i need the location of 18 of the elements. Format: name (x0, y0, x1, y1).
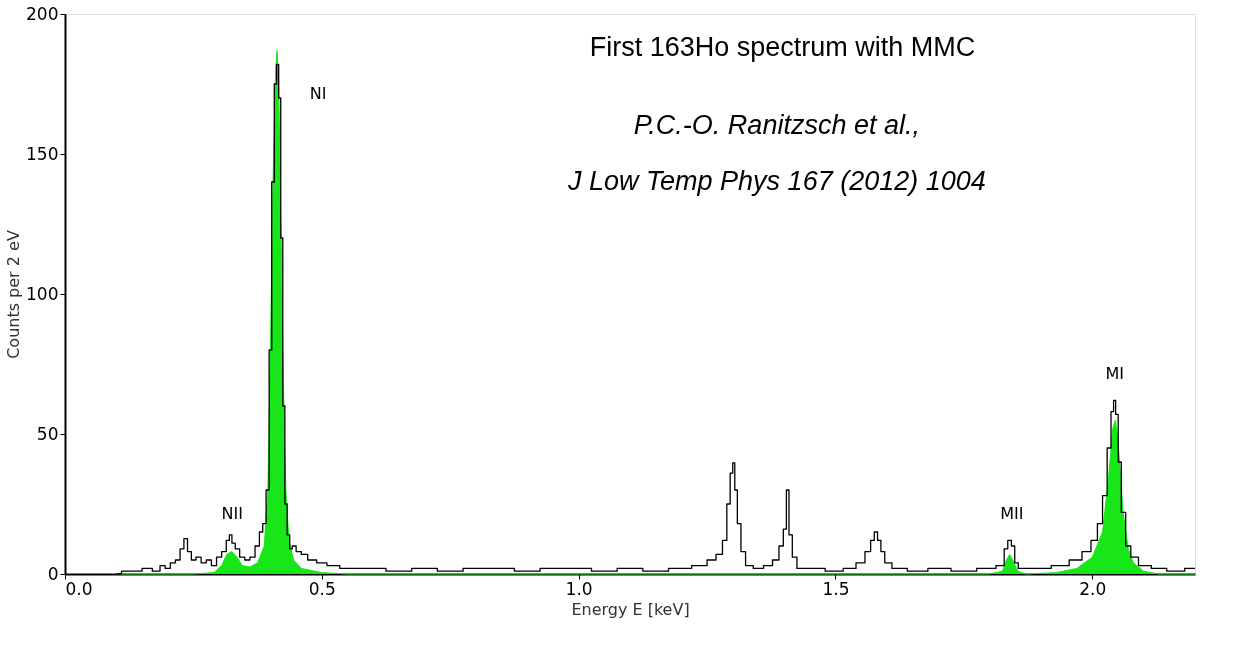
annotation: NII (221, 503, 243, 523)
x-tick-label: 1.5 (822, 578, 850, 599)
annotation: P.C.-O. Ranitzsch et al., J Low Temp Phys 167 (2012) 1004 (567, 110, 986, 196)
x-tick-label: 1.0 (565, 578, 593, 599)
annotation: NI (309, 84, 327, 104)
y-tick-label: 100 (26, 283, 59, 304)
y-tick-label: 200 (26, 3, 59, 24)
annotation: MI (1105, 363, 1125, 383)
y-tick-label: 50 (36, 423, 59, 444)
text: First 163Ho spectrum with MMC (589, 31, 976, 62)
y-tick-label: 0 (47, 563, 59, 584)
x-tick-label: 0.5 (308, 578, 336, 599)
y-axis-title: Counts per 2 eV (4, 230, 24, 359)
y-tick-label: 150 (26, 143, 59, 164)
annotation: MII (1000, 503, 1024, 523)
x-tick-label: 2.0 (1079, 578, 1107, 599)
x-tick-label: 0.0 (65, 578, 93, 599)
x-axis-title: Energy E [keV] (571, 599, 690, 619)
